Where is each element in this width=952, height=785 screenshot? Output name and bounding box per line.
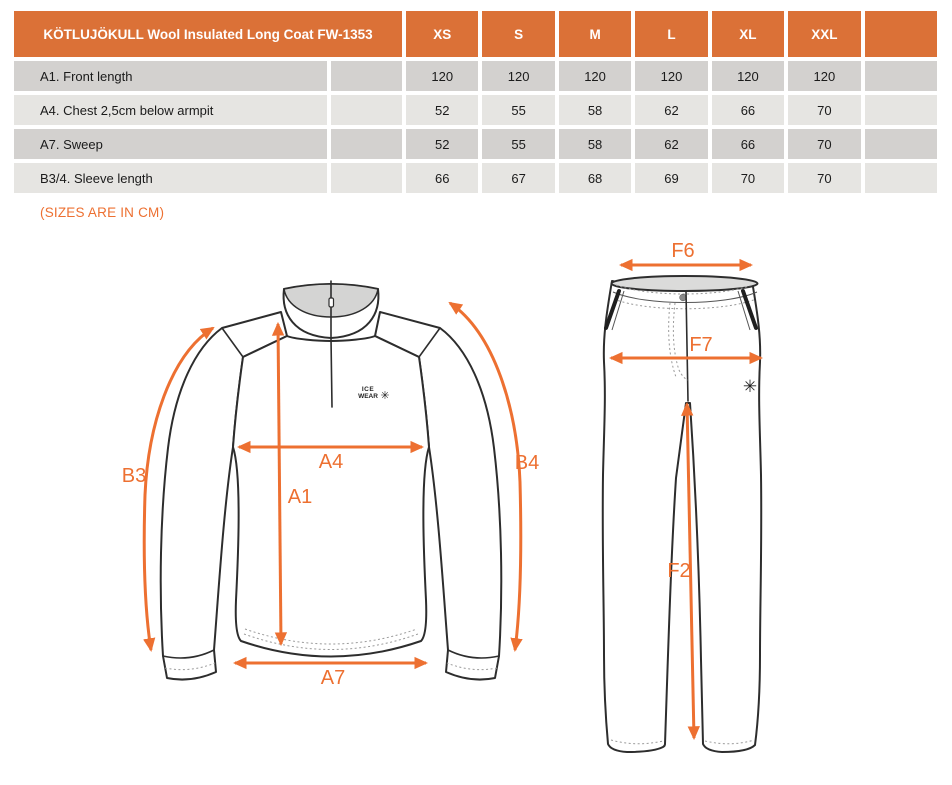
spacer-cell [331,163,402,193]
pants-waist-opening [610,275,759,292]
size-col-header-xs: XS [406,11,479,57]
pants-waistband-stitch [613,298,757,310]
spacer-cell [331,95,402,125]
pants-right-hem-stitch [704,739,755,745]
coat-shoulder-seam-left [221,327,244,358]
coat-measure-label-a7: A7 [321,667,345,689]
pants-fly-stitch [672,302,689,381]
measure-arrow-b3 [142,326,215,653]
size-value: 66 [711,95,785,125]
coat-measure-label-b3: B3 [122,465,146,487]
measure-arrow-a1 [271,321,288,647]
size-col-header-xxl: XXL [788,11,861,57]
pants-measure-label-f7: F7 [689,334,712,356]
pants-left-pocket [604,289,621,330]
coat-shoulder-seam-right [418,327,441,358]
measure-arrow-f2 [681,401,700,741]
pants-left-pocket-stitch [611,290,625,331]
coat-diagram: ICE WEAR ✳ B3 B4 A4 A1 A7 [122,280,539,689]
spacer-cell [331,129,402,159]
size-value: 69 [635,163,708,193]
coat-measure-label-a4: A4 [319,451,343,473]
size-value: 120 [635,61,708,91]
pants-measure-label-f6: F6 [671,240,694,262]
row-label: A4. Chest 2,5cm below armpit [14,95,327,125]
size-value: 62 [635,129,708,159]
size-value: 66 [406,163,479,193]
pants-body [601,280,763,753]
size-value: 58 [558,95,632,125]
pants-right-pocket [741,289,758,330]
size-value: 120 [558,61,632,91]
spacer-cell [864,61,937,91]
units-note: (SIZES ARE IN CM) [40,205,165,220]
header-spacer-cell [864,11,937,57]
size-value: 120 [482,61,555,91]
size-col-header-s: S [482,11,555,57]
product-title: KÖTLUJÖKULL Wool Insulated Long Coat FW-… [14,11,402,57]
pants-measure-label-f2: F2 [667,560,690,582]
coat-left-cuff-stitch [164,662,216,671]
coat-measure-label-b4: B4 [515,452,539,474]
brand-logo-line2: WEAR [358,393,378,400]
size-col-header-xl: XL [711,11,785,57]
size-value: 52 [406,129,479,159]
size-value: 120 [406,61,479,91]
size-value: 120 [788,61,861,91]
size-value: 52 [406,95,479,125]
brand-snowflake-icon: ✳ [380,390,389,402]
size-value: 70 [788,95,861,125]
pants-center-front-seam [685,290,689,402]
size-col-header-m: M [558,11,632,57]
size-value: 70 [788,129,861,159]
pants-fly-stitch [668,302,677,378]
size-table: KÖTLUJÖKULL Wool Insulated Long Coat FW-… [14,11,937,193]
size-value: 70 [788,163,861,193]
coat-hem-stitch [244,628,418,645]
spacer-cell [864,95,937,125]
size-value: 55 [482,129,555,159]
size-value: 68 [558,163,632,193]
row-label: A7. Sweep [14,129,327,159]
pants-right-pocket-stitch [737,290,751,331]
measure-arrow-b4 [448,301,523,653]
coat-measure-label-a1: A1 [288,486,312,508]
pants-diagram: ✳ F6 F7 F2 [601,240,764,753]
size-value: 66 [711,129,785,159]
size-value: 70 [711,163,785,193]
size-value: 55 [482,95,555,125]
pants-waistband-stitch [615,284,753,295]
coat-right-cuff-stitch [446,662,498,671]
snowflake-icon: ✳ [743,377,757,396]
row-label: A1. Front length [14,61,327,91]
size-col-header-l: L [635,11,708,57]
size-value: 58 [558,129,632,159]
spacer-cell [864,129,937,159]
size-value: 120 [711,61,785,91]
size-value: 67 [482,163,555,193]
row-label: B3/4. Sleeve length [14,163,327,193]
spacer-cell [864,163,937,193]
size-value: 62 [635,95,708,125]
coat-zipper-pull [328,297,335,308]
spacer-cell [331,61,402,91]
brand-logo-line1: ICE [362,386,375,393]
